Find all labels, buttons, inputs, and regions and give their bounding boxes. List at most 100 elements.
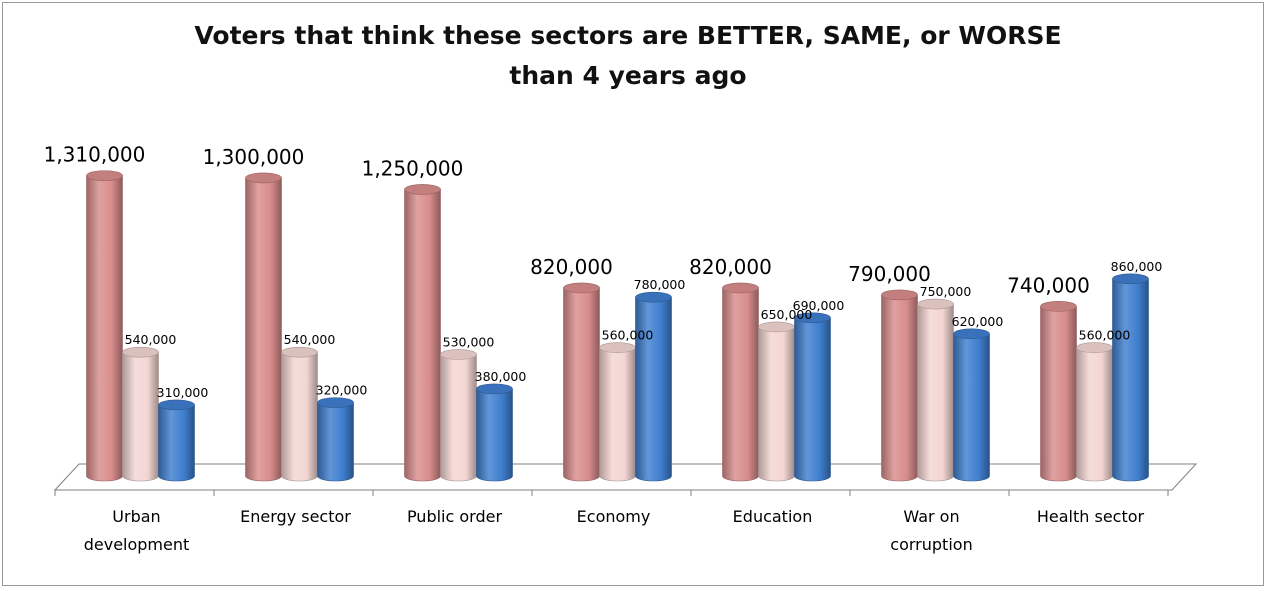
bar-top — [758, 321, 795, 333]
category-label-6: Health sector — [1037, 507, 1145, 526]
bar-top — [599, 342, 636, 353]
bar-body — [1040, 306, 1077, 482]
value-label-6-0: 740,000 — [1007, 273, 1090, 297]
bar-body — [245, 177, 282, 482]
bar-top — [476, 383, 513, 395]
bar-top — [1040, 301, 1077, 312]
bar-5-1 — [917, 298, 954, 482]
category-label-0: Urban — [112, 507, 160, 526]
category-label-4: Education — [733, 507, 813, 526]
value-label-6-1: 560,000 — [1079, 328, 1131, 343]
value-label-2-2: 380,000 — [475, 369, 527, 384]
bar-body — [86, 175, 123, 482]
bar-top — [158, 399, 195, 411]
bar-top — [722, 282, 759, 294]
category-label-1: Energy sector — [240, 507, 351, 526]
value-label-2-1: 530,000 — [443, 334, 495, 349]
category-label-3: Economy — [577, 507, 651, 526]
bar-body — [635, 296, 672, 482]
bar-body — [563, 287, 600, 482]
bar-body — [404, 189, 441, 482]
bar-1-2 — [317, 397, 354, 482]
bar-body — [122, 351, 159, 482]
value-label-5-2: 620,000 — [952, 314, 1004, 329]
bar-top — [953, 328, 990, 340]
bar-body — [881, 294, 918, 482]
bar-top — [86, 170, 123, 181]
bar-body — [917, 303, 954, 482]
bar-top — [245, 172, 282, 184]
bar-top — [794, 312, 831, 324]
chart-title-line-1: Voters that think these sectors are BETT… — [194, 21, 1061, 50]
bar-top — [317, 397, 354, 408]
bar-body — [599, 347, 636, 482]
bar-body — [440, 354, 477, 482]
bar-1-0 — [245, 172, 282, 482]
value-label-3-0: 820,000 — [530, 255, 613, 279]
value-label-1-1: 540,000 — [284, 332, 336, 347]
bar-6-0 — [1040, 301, 1077, 482]
value-label-2-0: 1,250,000 — [362, 156, 464, 180]
bar-0-0 — [86, 170, 123, 482]
bar-body — [1112, 278, 1149, 482]
bar-top — [122, 346, 159, 358]
bar-5-0 — [881, 289, 918, 482]
chart-bars — [86, 170, 1149, 482]
value-label-3-2: 780,000 — [634, 277, 686, 292]
value-label-5-1: 750,000 — [920, 284, 972, 299]
value-label-1-0: 1,300,000 — [203, 145, 305, 169]
bar-top — [917, 298, 954, 310]
bar-4-1 — [758, 321, 795, 482]
value-label-4-0: 820,000 — [689, 255, 772, 279]
bar-4-0 — [722, 282, 759, 482]
bar-top — [404, 184, 441, 195]
bar-body — [722, 287, 759, 482]
value-label-6-2: 860,000 — [1111, 259, 1163, 274]
bar-top — [281, 346, 318, 358]
value-label-3-1: 560,000 — [602, 328, 654, 343]
value-label-4-2: 690,000 — [793, 298, 845, 313]
bar-top — [881, 289, 918, 301]
bar-6-2 — [1112, 273, 1149, 482]
bar-2-1 — [440, 349, 477, 482]
bar-body — [1076, 347, 1113, 482]
bar-top — [440, 349, 477, 360]
value-label-0-2: 310,000 — [157, 385, 209, 400]
category-label-2: Public order — [407, 507, 503, 526]
bar-4-2 — [794, 312, 831, 482]
bar-body — [281, 351, 318, 482]
bar-3-0 — [563, 282, 600, 482]
value-label-1-2: 320,000 — [316, 383, 368, 398]
category-labels: Urban development Energy sector Public orde… — [84, 507, 1145, 554]
value-labels: 1,310,000 540,000 310,000 1,300,000 540,000 3… — [44, 143, 1163, 400]
bar-top — [563, 282, 600, 294]
category-label-5: War on — [903, 507, 959, 526]
chart-title-line-2: than 4 years ago — [509, 61, 746, 90]
bar-0-2 — [158, 399, 195, 482]
bar-body — [953, 333, 990, 482]
bar-2-2 — [476, 383, 513, 482]
bar-body — [317, 402, 354, 482]
bar-body — [476, 388, 513, 482]
value-label-4-1: 650,000 — [761, 307, 813, 322]
bar-top — [1076, 342, 1113, 353]
chart-title: Voters that think these sectors are BETT… — [194, 21, 1061, 90]
bar-2-0 — [404, 184, 441, 482]
bar-body — [158, 404, 195, 482]
category-label-0: development — [84, 535, 190, 554]
bar-top — [635, 291, 672, 303]
category-label-5: corruption — [890, 535, 972, 554]
bar-body — [794, 317, 831, 482]
bar-top — [1112, 273, 1149, 285]
bar-6-1 — [1076, 342, 1113, 482]
bar-0-1 — [122, 346, 159, 482]
bar-3-1 — [599, 342, 636, 482]
value-label-0-0: 1,310,000 — [44, 143, 146, 167]
value-label-0-1: 540,000 — [125, 332, 177, 347]
bar-3-2 — [635, 291, 672, 482]
bar-5-2 — [953, 328, 990, 482]
bar-body — [758, 326, 795, 482]
bar-1-1 — [281, 346, 318, 482]
value-label-5-0: 790,000 — [848, 262, 931, 286]
